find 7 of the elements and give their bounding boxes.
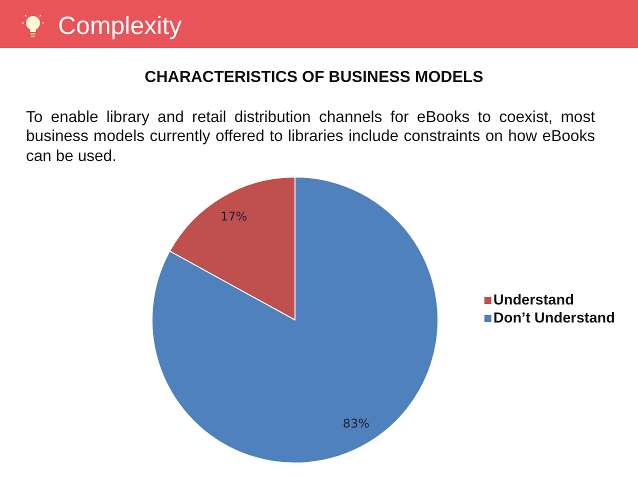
legend-label: Don’t Understand	[493, 310, 616, 326]
legend-label: Understand	[493, 292, 574, 308]
chart-subtitle: CHARACTERISTICS OF BUSINESS MODELS	[144, 68, 484, 87]
chart-title: Complexity	[58, 11, 182, 41]
text: To enable library and retail distribution channels for eBooks to coexist, most business models currently offered to libraries include constraints on how eBooks can be used.	[26, 108, 595, 166]
data-label: 17%	[220, 210, 248, 224]
data-label: 83%	[342, 416, 370, 430]
